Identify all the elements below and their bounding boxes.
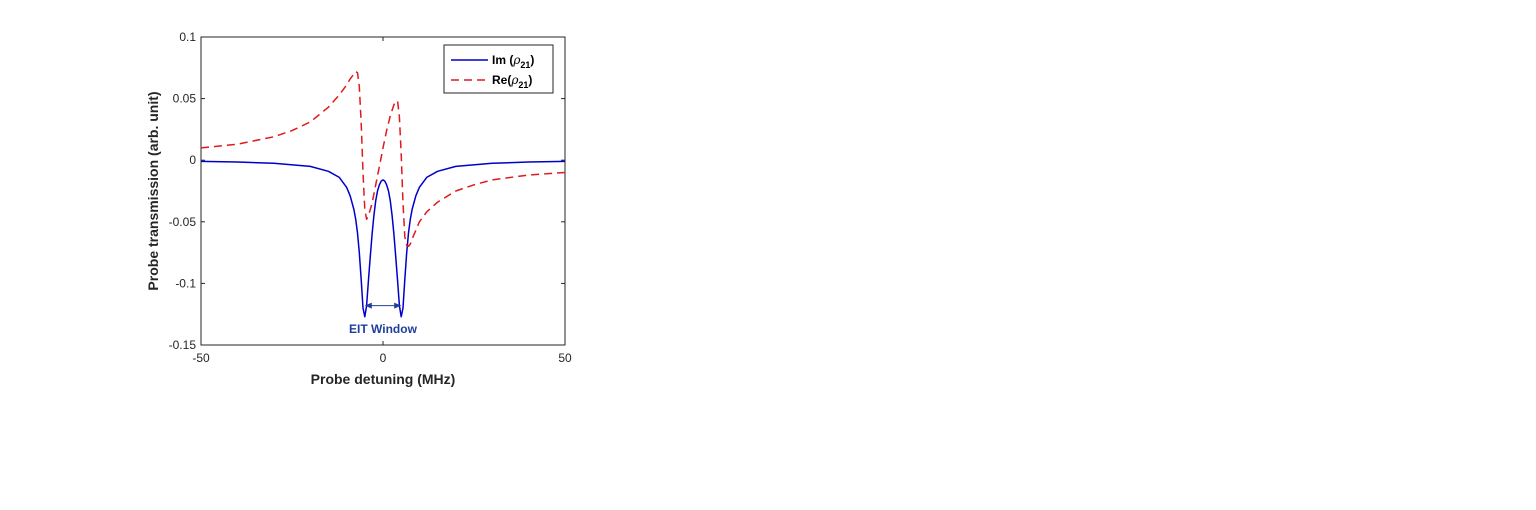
legend-label-im: Im (ρ21) [492,53,534,70]
series-line-re [200,70,566,248]
series-line-im [200,160,566,318]
y-tick-label: -0.15 [169,338,197,352]
y-tick-label: -0.05 [169,215,197,229]
annotation-layer: EIT Window [349,302,418,336]
legend: Im (ρ21) Re(ρ21) [443,44,554,94]
y-tick-label: 0.1 [179,30,196,44]
x-tick-label: 0 [380,351,387,365]
y-axis-label: Probe transmission (arb. unit) [145,91,161,290]
x-tick-label: 50 [558,351,572,365]
eit-window-label: EIT Window [349,322,418,336]
legend-label-re: Re(ρ21) [492,73,532,90]
arrow-head-left [364,302,372,309]
y-tick-label: 0.05 [173,92,197,106]
axis-ticks: -50 0 50 -0.15 -0.1 -0.05 0 0.05 0.1 [169,30,572,365]
x-tick-label: -50 [192,351,210,365]
y-tick-label: -0.1 [175,276,196,290]
series-layer [200,70,566,318]
legend-box [443,44,554,94]
arrow-head-right [394,302,402,309]
x-axis-label: Probe detuning (MHz) [311,371,456,387]
y-tick-label: 0 [189,153,196,167]
